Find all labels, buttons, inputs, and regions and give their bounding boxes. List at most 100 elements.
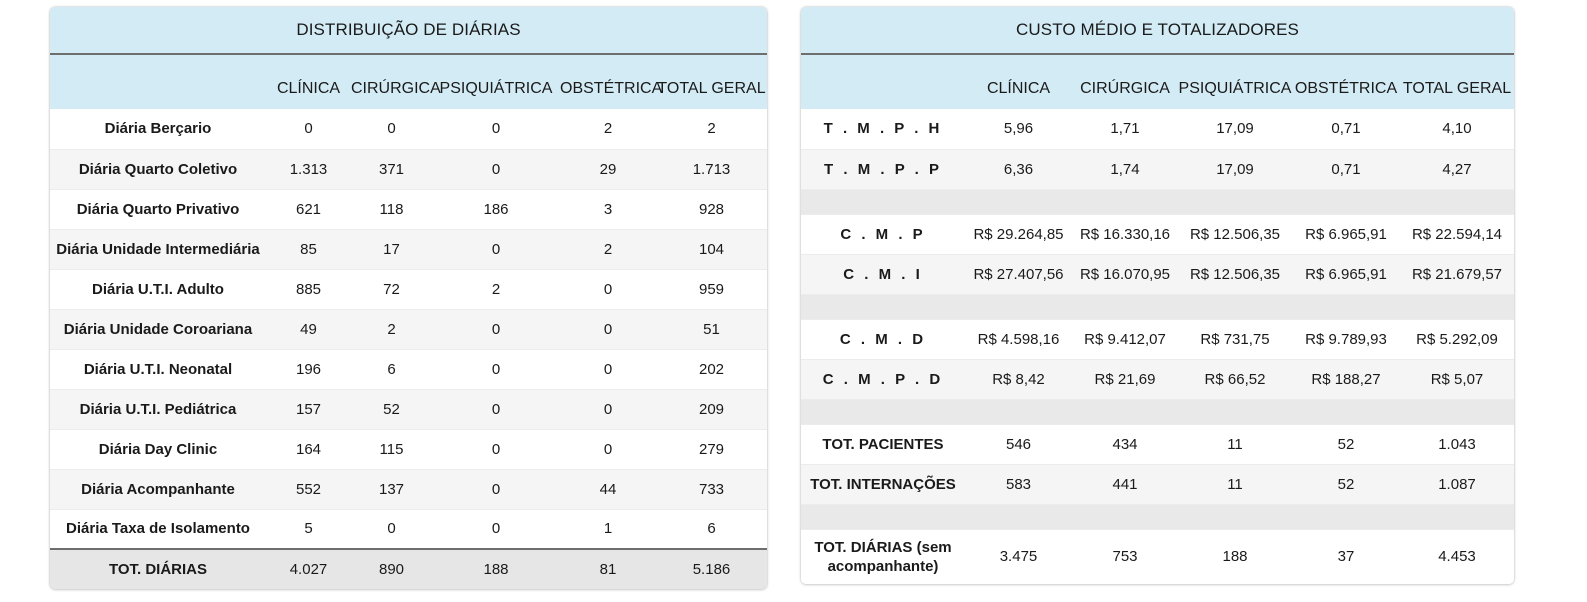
row-label: Diária U.T.I. Neonatal bbox=[83, 360, 233, 378]
table-cell: 6 bbox=[387, 360, 396, 378]
table-cell: 621 bbox=[295, 200, 322, 218]
table-row: C . M . I R$ 27.407,56 R$ 16.070,95 R$ 12.5… bbox=[801, 254, 1514, 294]
table-cell: R$ 731,75 bbox=[1178, 319, 1292, 359]
total-row: TOT. DIÁRIAS 4.027 890 188 81 5.186 bbox=[50, 548, 767, 589]
table-row: Diária U.T.I. Pediátrica 157 52 0 0 209 bbox=[50, 389, 767, 429]
table-cell: R$ 27.407,56 bbox=[965, 254, 1072, 294]
table-cell: 81 bbox=[560, 548, 656, 589]
row-label: C . M . P . D bbox=[801, 359, 965, 399]
table-cell: 188 bbox=[432, 548, 560, 589]
table-cell: 441 bbox=[1072, 464, 1178, 504]
table-cell: 5,96 bbox=[965, 109, 1072, 149]
table-cell: 52 bbox=[1292, 424, 1400, 464]
row-label: T . M . P . H bbox=[801, 109, 965, 149]
table-header-row: CLÍNICA CIRÚRGICA PSIQUIÁTRICA OBSTÉTRIC… bbox=[801, 55, 1514, 109]
table-cell: 49 bbox=[266, 309, 351, 349]
table-cell: 959 bbox=[698, 280, 725, 298]
table-cell: 115 bbox=[379, 440, 404, 458]
separator-cell bbox=[801, 504, 1514, 529]
column-header: OBSTÉTRICA bbox=[560, 55, 662, 109]
table-cell: 118 bbox=[379, 200, 404, 218]
table-cell: 0 bbox=[491, 520, 501, 538]
table-cell: 29 bbox=[560, 149, 656, 189]
table-row: T . M . P . P 6,36 1,74 17,09 0,71 4,27 bbox=[801, 149, 1514, 189]
column-header bbox=[50, 55, 266, 109]
table-cell: 1.087 bbox=[1400, 464, 1514, 504]
table-cell: R$ 4.598,16 bbox=[965, 319, 1072, 359]
row-label: C . M . P bbox=[801, 214, 965, 254]
row-label: Diária Berçario bbox=[104, 120, 212, 138]
table-cell: 209 bbox=[656, 389, 767, 429]
table-cell: 164 bbox=[295, 440, 322, 458]
table-cell: 1,74 bbox=[1072, 149, 1178, 189]
table-row: T . M . P . H 5,96 1,71 17,09 0,71 4,10 bbox=[801, 109, 1514, 149]
table-cell: 0 bbox=[560, 389, 656, 429]
table-row: Diária Quarto Coletivo 1.313 371 0 29 1.713 bbox=[50, 149, 767, 189]
row-label: Diária Unidade Coroariana bbox=[50, 309, 266, 349]
row-label: Diária Day Clinic bbox=[98, 440, 218, 458]
table-cell: 0,71 bbox=[1292, 149, 1400, 189]
table-cell: R$ 22.594,14 bbox=[1400, 214, 1514, 254]
table-cell: 17 bbox=[351, 229, 432, 269]
table-row: C . M . P R$ 29.264,85 R$ 16.330,16 R$ 12.5… bbox=[801, 214, 1514, 254]
table-row: Diária U.T.I. Adulto 885 72 2 0 959 bbox=[50, 269, 767, 309]
table-row: Diária Unidade Coroariana 49 2 0 0 51 bbox=[50, 309, 767, 349]
row-label: T . M . P . P bbox=[801, 149, 965, 189]
column-header bbox=[801, 55, 965, 109]
table-cell: 4.453 bbox=[1400, 529, 1514, 584]
column-header: CIRÚRGICA bbox=[351, 55, 441, 109]
column-header: CLÍNICA bbox=[266, 55, 351, 109]
table-cell: 188 bbox=[1178, 529, 1292, 584]
panel-title: CUSTO MÉDIO E TOTALIZADORES bbox=[801, 7, 1514, 55]
table-cell: 1 bbox=[603, 520, 613, 538]
table-cell: 6 bbox=[707, 520, 716, 538]
table-cell: R$ 6.965,91 bbox=[1292, 254, 1400, 294]
table-row: TOT. PACIENTES 546 434 11 52 1.043 bbox=[801, 424, 1514, 464]
row-label: Diária Quarto Coletivo bbox=[50, 149, 266, 189]
table-cell: 2 bbox=[603, 120, 613, 138]
table-cell: 196 bbox=[295, 360, 322, 378]
column-header: PSIQUIÁTRICA bbox=[432, 55, 560, 109]
table-cell: 186 bbox=[483, 200, 509, 218]
table-cell: 4.027 bbox=[266, 548, 351, 589]
column-header: OBSTÉTRICA bbox=[1292, 55, 1400, 109]
table-cell: 37 bbox=[1292, 529, 1400, 584]
table-cell: 4,10 bbox=[1400, 109, 1514, 149]
table-cell: 5 bbox=[304, 520, 313, 538]
table-row: TOT. INTERNAÇÕES 583 441 11 52 1.087 bbox=[801, 464, 1514, 504]
row-label: Diária Acompanhante bbox=[50, 469, 266, 509]
table-cell: R$ 16.330,16 bbox=[1072, 214, 1178, 254]
row-label: Diária Taxa de Isolamento bbox=[66, 520, 250, 538]
table-cell: 0 bbox=[603, 360, 613, 378]
table-cell: 0,71 bbox=[1292, 109, 1400, 149]
table-cell: 3 bbox=[603, 200, 613, 218]
table-cell: 1.713 bbox=[656, 149, 767, 189]
table-cell: 11 bbox=[1178, 464, 1292, 504]
table-cell: 928 bbox=[698, 200, 725, 218]
row-separator bbox=[801, 399, 1514, 424]
table-cell: 0 bbox=[432, 229, 560, 269]
table-cell: 0 bbox=[560, 309, 656, 349]
column-header: TOTAL GERAL bbox=[1400, 55, 1514, 109]
table-cell: 104 bbox=[656, 229, 767, 269]
table-cell: 6,36 bbox=[965, 149, 1072, 189]
row-label: TOT. INTERNAÇÕES bbox=[801, 464, 965, 504]
table-cell: R$ 12.506,35 bbox=[1178, 214, 1292, 254]
table-cell: 0 bbox=[432, 389, 560, 429]
table-cell: 51 bbox=[656, 309, 767, 349]
table-cell: 202 bbox=[698, 360, 725, 378]
table-row: Diária Berçario 0 0 0 2 2 bbox=[50, 109, 767, 149]
table-cell: 17,09 bbox=[1178, 149, 1292, 189]
table-cell: R$ 66,52 bbox=[1178, 359, 1292, 399]
row-label: Diária Unidade Intermediária bbox=[50, 229, 266, 269]
column-header: PSIQUIÁTRICA bbox=[1178, 55, 1292, 109]
average-cost-panel: CUSTO MÉDIO E TOTALIZADORES CLÍNICA CIRÚ… bbox=[801, 7, 1514, 584]
column-header: CIRÚRGICA bbox=[1072, 55, 1178, 109]
table-cell: 85 bbox=[266, 229, 351, 269]
daily-distribution-panel: DISTRIBUIÇÃO DE DIÁRIAS CLÍNICA CIRÚRGIC… bbox=[50, 7, 767, 589]
row-label: Diária Quarto Privativo bbox=[76, 200, 240, 218]
table-cell: R$ 12.506,35 bbox=[1178, 254, 1292, 294]
table-cell: 753 bbox=[1072, 529, 1178, 584]
table-cell: 0 bbox=[491, 440, 501, 458]
row-label: C . M . I bbox=[801, 254, 965, 294]
